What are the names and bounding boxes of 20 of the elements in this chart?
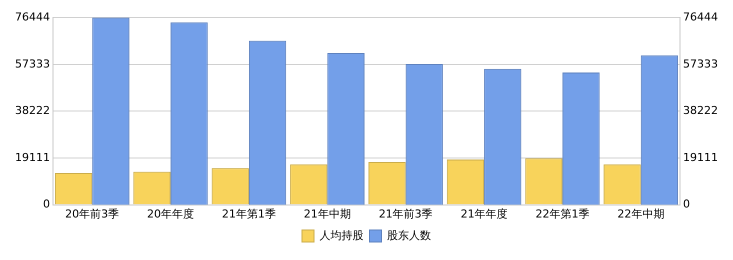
y2-tick-label: 38222 — [683, 104, 718, 118]
x-tick-label: 21年年度 — [460, 207, 508, 220]
x-tick-label: 22年中期 — [617, 207, 664, 220]
legend-label: 人均持股 — [320, 228, 364, 242]
y-tick-label: 19111 — [14, 150, 50, 164]
y-tick-label: 0 — [42, 198, 50, 211]
y2-tick-label: 76444 — [683, 10, 718, 24]
y2-tick-label: 19111 — [683, 150, 718, 164]
y2-tick-label: 57333 — [683, 57, 718, 70]
x-tick-label: 21年中期 — [304, 207, 351, 220]
y-tick-label: 57333 — [14, 57, 50, 70]
x-tick-label: 21年第1季 — [222, 207, 276, 220]
x-tick-label: 21年前3季 — [378, 207, 433, 220]
y-tick-label: 76444 — [14, 10, 50, 24]
x-tick-label: 20年前3季 — [65, 207, 120, 220]
x-tick-label: 20年年度 — [147, 207, 194, 220]
y2-tick-label: 0 — [683, 198, 690, 211]
y-tick-label: 38222 — [14, 104, 50, 118]
legend-label: 股东人数 — [387, 228, 431, 242]
x-tick-label: 22年第1季 — [535, 207, 590, 220]
